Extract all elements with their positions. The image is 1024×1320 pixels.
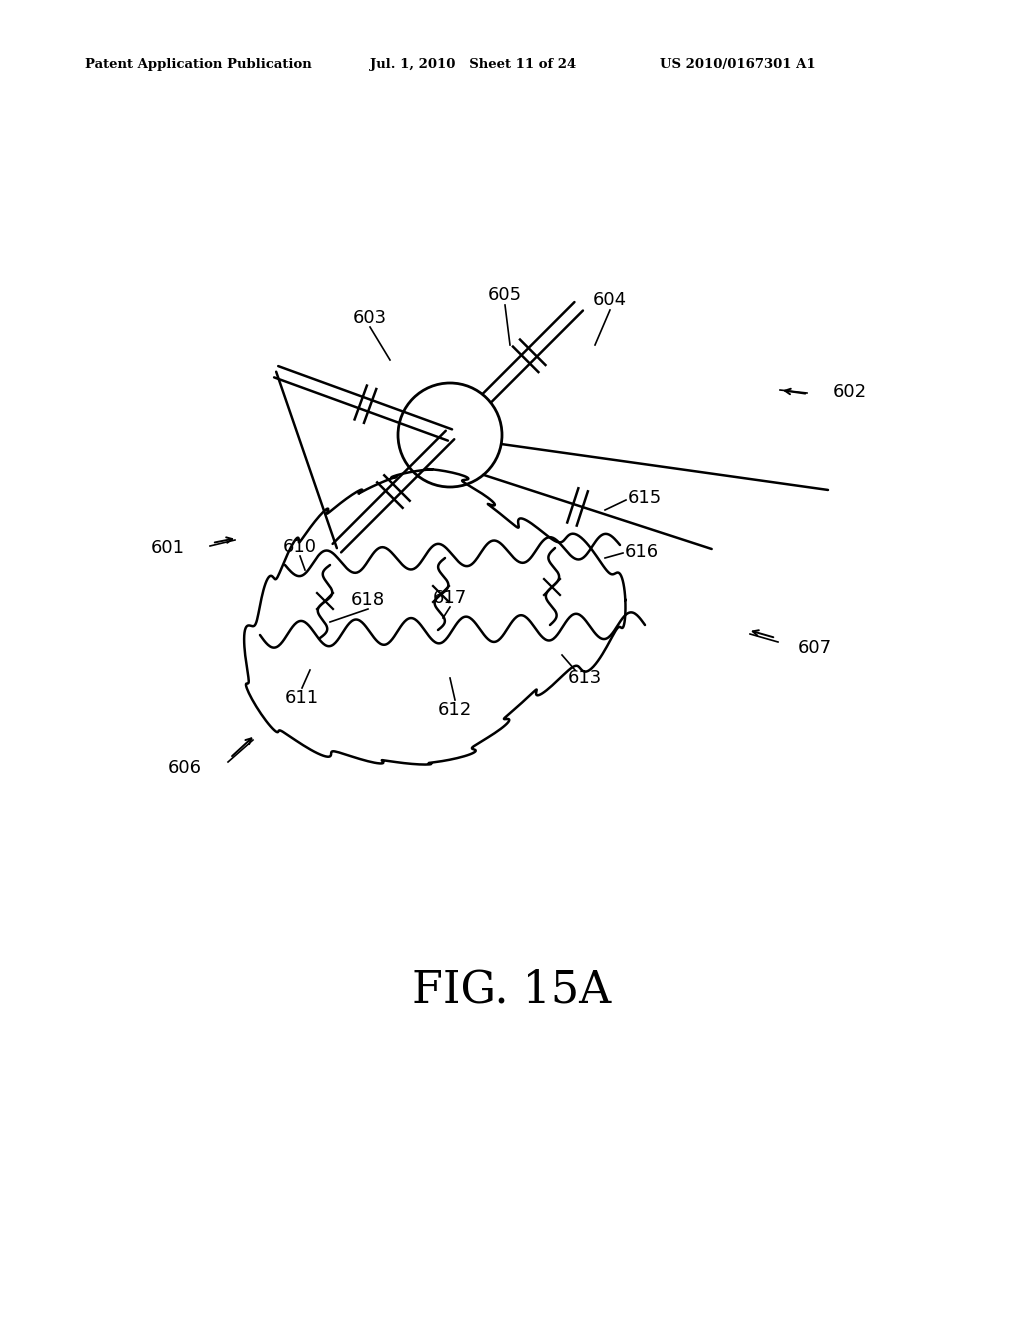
Text: US 2010/0167301 A1: US 2010/0167301 A1 <box>660 58 816 71</box>
Text: 612: 612 <box>438 701 472 719</box>
Text: 616: 616 <box>625 543 659 561</box>
Text: Jul. 1, 2010   Sheet 11 of 24: Jul. 1, 2010 Sheet 11 of 24 <box>370 58 577 71</box>
Text: 606: 606 <box>168 759 202 777</box>
Text: 617: 617 <box>433 589 467 607</box>
Text: 604: 604 <box>593 290 627 309</box>
Text: 618: 618 <box>351 591 385 609</box>
Text: 602: 602 <box>833 383 867 401</box>
Text: Patent Application Publication: Patent Application Publication <box>85 58 311 71</box>
Text: 615: 615 <box>628 488 663 507</box>
Text: 611: 611 <box>285 689 319 708</box>
Text: 601: 601 <box>151 539 185 557</box>
Text: 605: 605 <box>488 286 522 304</box>
Text: 607: 607 <box>798 639 833 657</box>
Text: FIG. 15A: FIG. 15A <box>413 969 611 1011</box>
Text: 613: 613 <box>568 669 602 686</box>
Text: 610: 610 <box>283 539 317 556</box>
Text: 603: 603 <box>353 309 387 327</box>
